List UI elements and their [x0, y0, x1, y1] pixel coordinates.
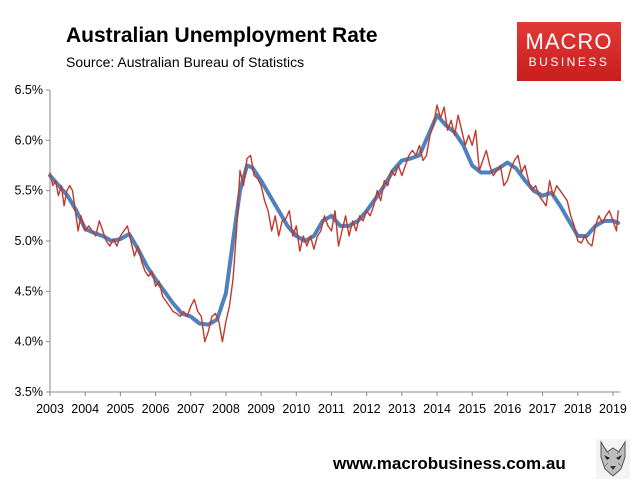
chart-series	[48, 104, 621, 343]
x-tick-label: 2015	[458, 402, 486, 416]
x-tick-label: 2012	[353, 402, 381, 416]
x-tick-label: 2004	[71, 402, 99, 416]
x-tick-label: 2019	[599, 402, 627, 416]
x-tick-label: 2018	[564, 402, 592, 416]
x-tick-label: 2006	[142, 402, 170, 416]
x-tick-label: 2003	[36, 402, 64, 416]
seasonally-adjusted-line	[49, 104, 619, 343]
x-tick-label: 2016	[494, 402, 522, 416]
wolf-icon	[596, 439, 630, 479]
x-tick-label: 2017	[529, 402, 557, 416]
x-tick-label: 2013	[388, 402, 416, 416]
x-tick-label: 2007	[177, 402, 205, 416]
x-tick-label: 2008	[212, 402, 240, 416]
website-url: www.macrobusiness.com.au	[333, 454, 566, 473]
macrobusiness-logo: MACRO BUSINESS	[517, 22, 621, 81]
y-tick-label: 4.5%	[15, 284, 44, 298]
x-tick-label: 2009	[247, 402, 275, 416]
y-tick-label: 3.5%	[15, 385, 44, 399]
x-tick-label: 2014	[423, 402, 451, 416]
chart-title: Australian Unemployment Rate	[66, 24, 378, 47]
unemployment-line-chart: 3.5% 4.0% 4.5% 5.0% 5.5% 6.0% 6.5% 2003 2004 2005…	[15, 83, 627, 416]
y-tick-label: 5.5%	[15, 184, 44, 198]
y-tick-label: 4.0%	[15, 335, 44, 349]
y-tick-label: 6.0%	[15, 133, 44, 147]
logo-text-macro: MACRO	[525, 29, 613, 54]
x-tick-label: 2005	[106, 402, 134, 416]
y-tick-label: 6.5%	[15, 83, 44, 97]
chart-subtitle: Source: Australian Bureau of Statistics	[66, 54, 305, 70]
x-tick-label: 2010	[282, 402, 310, 416]
trend-line	[48, 113, 621, 327]
chart-axes: 3.5% 4.0% 4.5% 5.0% 5.5% 6.0% 6.5% 2003 2004 2005…	[15, 83, 627, 416]
y-tick-label: 5.0%	[15, 234, 44, 248]
logo-text-business: BUSINESS	[528, 55, 610, 69]
x-tick-label: 2011	[318, 402, 345, 416]
